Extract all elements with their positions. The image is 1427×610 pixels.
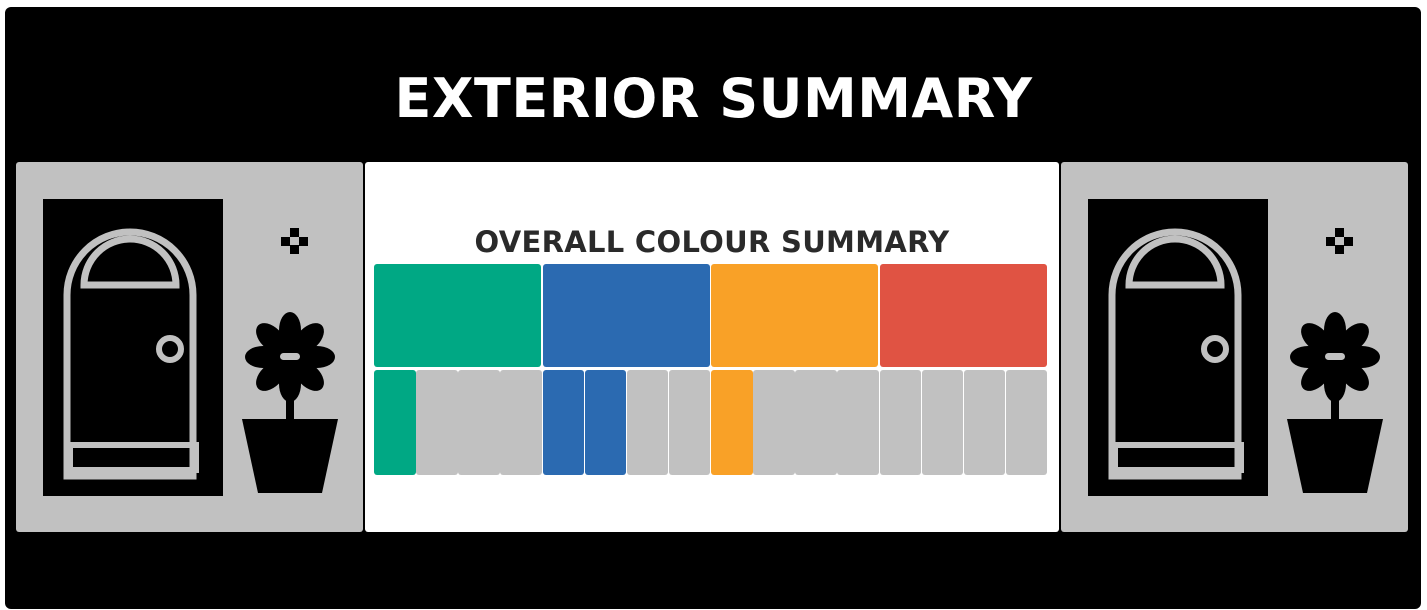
sparkle-icon: [1326, 228, 1353, 254]
colour-tally-empty: [921, 370, 963, 475]
colour-tally-empty: [795, 370, 837, 475]
door-icon: [1088, 199, 1268, 496]
left-decor-panel: [16, 162, 363, 532]
colour-tally-empty: [753, 370, 795, 475]
right-decor-panel: [1061, 162, 1408, 532]
colour-tally-empty: [668, 370, 710, 475]
colour-group-block: [542, 264, 710, 367]
colour-tally-filled: [374, 370, 416, 475]
sparkle-icon: [281, 228, 308, 254]
colour-summary-panel: OVERALL COLOUR SUMMARY: [365, 162, 1059, 532]
colour-tally-empty: [416, 370, 458, 475]
flower-pot-icon: [1287, 312, 1383, 493]
colour-tally-empty: [879, 370, 921, 475]
colour-group-block: [374, 264, 541, 367]
colour-group-block: [879, 264, 1047, 367]
colour-tally-filled: [542, 370, 584, 475]
colour-tally-empty: [458, 370, 500, 475]
door-icon: [43, 199, 223, 496]
flower-pot-icon: [242, 312, 338, 493]
page-title: EXTERIOR SUMMARY: [394, 67, 1033, 130]
colour-tally-empty: [1005, 370, 1047, 475]
colour-tally-empty: [626, 370, 668, 475]
colour-tally-filled: [584, 370, 626, 475]
colour-summary-title: OVERALL COLOUR SUMMARY: [474, 225, 950, 259]
colour-tally-empty: [837, 370, 879, 475]
colour-group-block: [711, 264, 878, 367]
colour-tally-empty: [500, 370, 542, 475]
colour-tally-empty: [963, 370, 1005, 475]
colour-tally-filled: [711, 370, 753, 475]
